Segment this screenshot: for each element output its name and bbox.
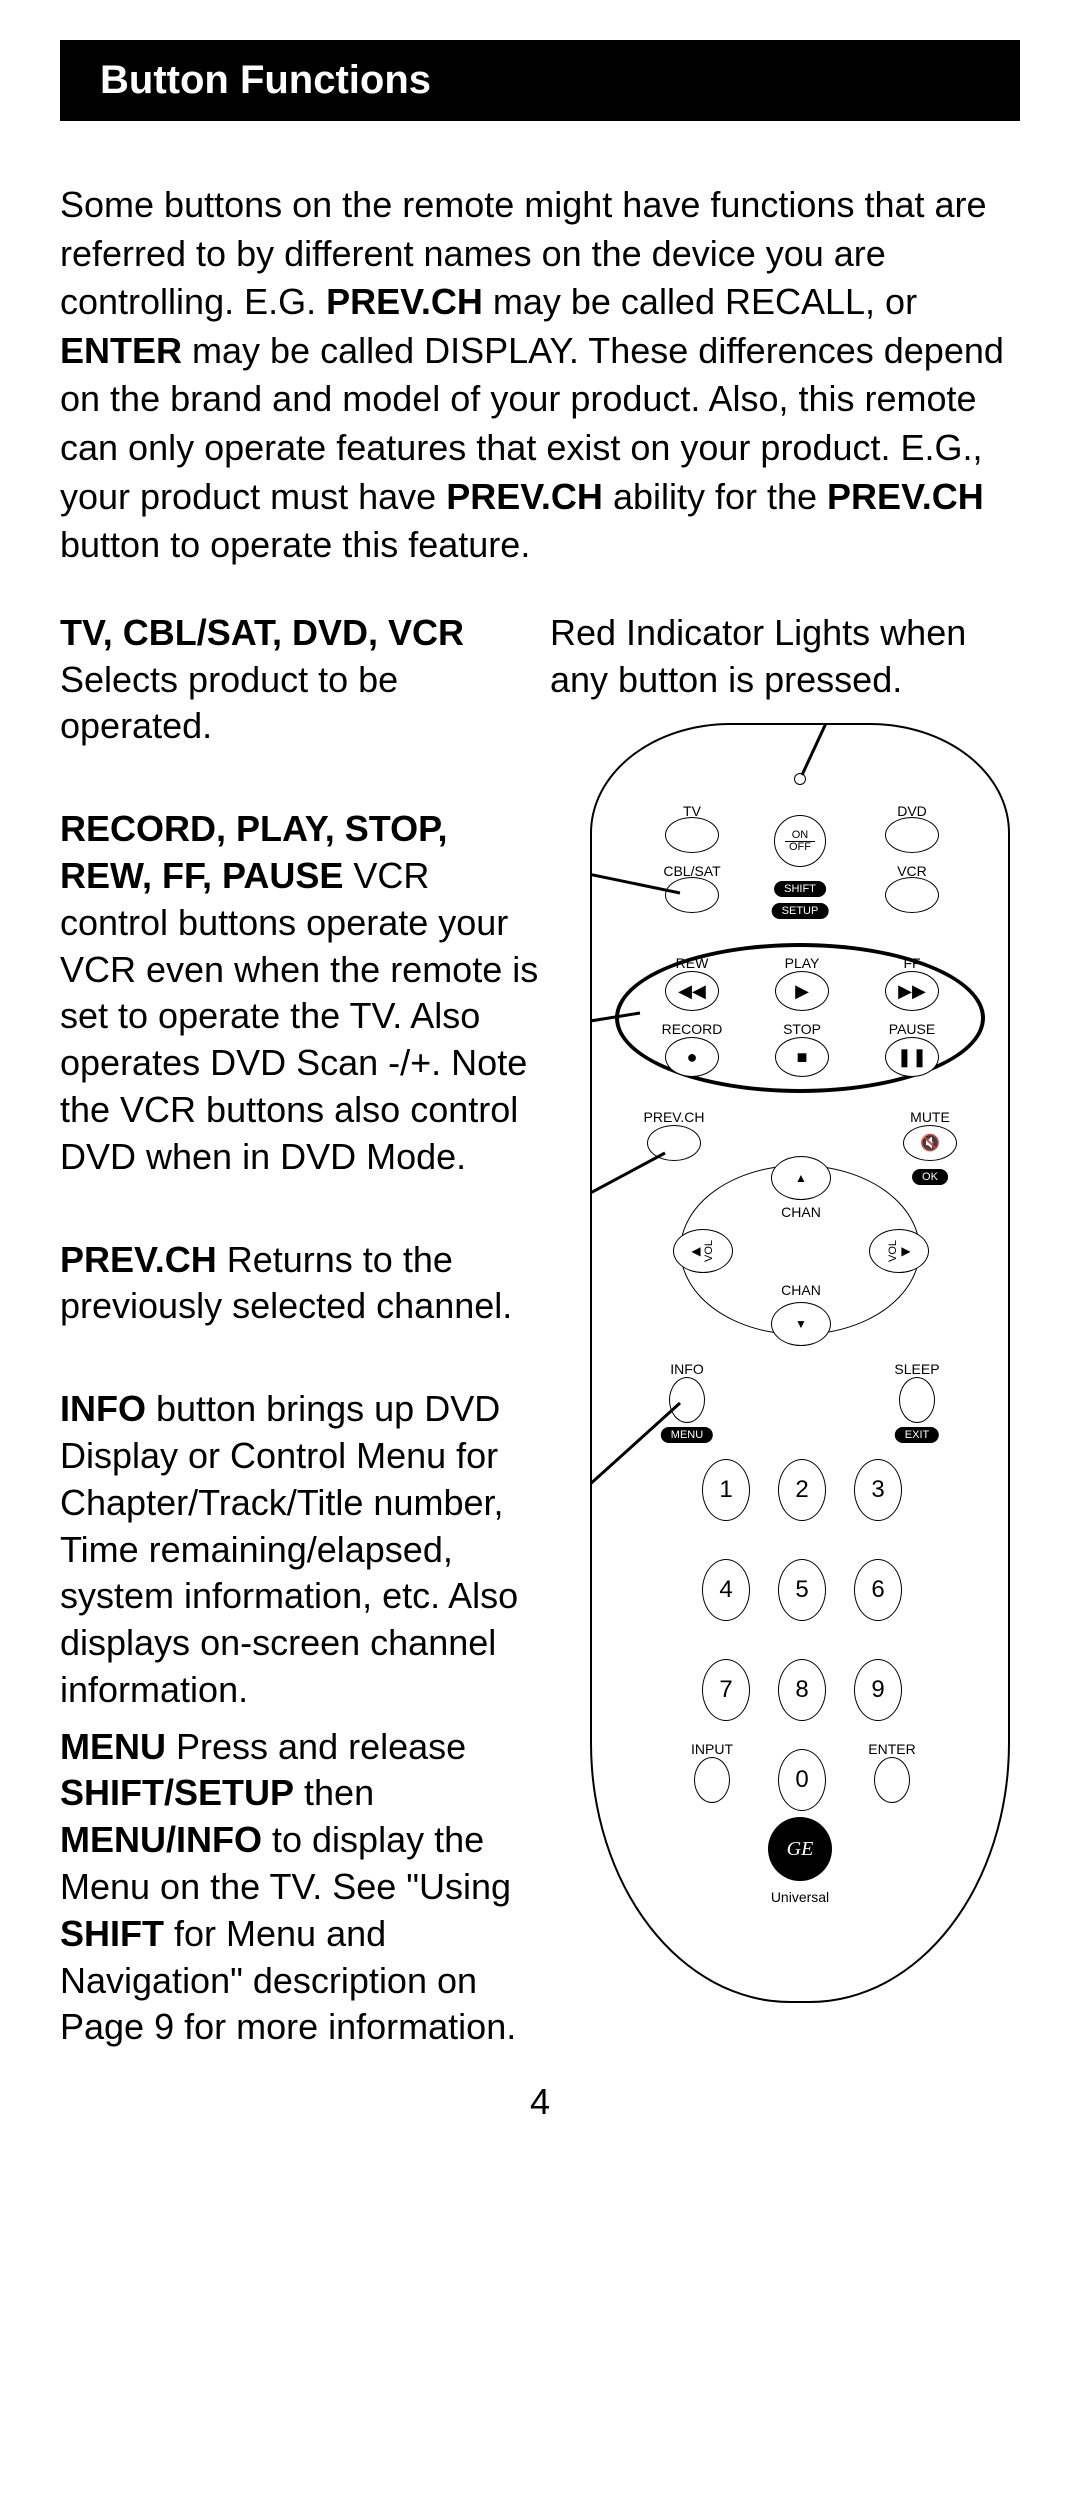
intro-paragraph: Some buttons on the remote might have fu… [60, 181, 1020, 570]
prevch-label: PREV.CH [644, 1109, 705, 1125]
callout-info: INFO button brings up DVD Display or Con… [60, 1386, 540, 1714]
ge-logo: GE [768, 1817, 832, 1881]
sleep-label: SLEEP [894, 1361, 939, 1377]
dvd-button[interactable] [885, 817, 939, 853]
setup-pill[interactable]: SETUP [772, 903, 829, 919]
ok-pill[interactable]: OK [912, 1169, 948, 1185]
rew-label: REW [676, 955, 709, 971]
num-6[interactable]: 6 [854, 1559, 902, 1621]
chan-up-button[interactable]: ▲ [771, 1156, 831, 1200]
callout-transport: RECORD, PLAY, STOP, REW, FF, PAUSE VCR c… [60, 806, 540, 1180]
info-button[interactable] [669, 1377, 705, 1423]
info-label: INFO [670, 1361, 703, 1377]
num-2[interactable]: 2 [778, 1459, 826, 1521]
mute-button[interactable]: 🔇 [903, 1125, 957, 1161]
num-1[interactable]: 1 [702, 1459, 750, 1521]
led-indicator [794, 773, 806, 785]
exit-pill[interactable]: EXIT [895, 1427, 939, 1443]
page-number: 4 [60, 2081, 1020, 2123]
num-8[interactable]: 8 [778, 1659, 826, 1721]
vol-up-button[interactable]: VOL▶ [869, 1229, 929, 1273]
vcr-button[interactable] [885, 877, 939, 913]
num-7[interactable]: 7 [702, 1659, 750, 1721]
record-label: RECORD [662, 1021, 723, 1037]
tv-button[interactable] [665, 817, 719, 853]
vol-down-button[interactable]: ◀VOL [673, 1229, 733, 1273]
ff-label: FF [903, 955, 920, 971]
play-label: PLAY [785, 955, 820, 971]
red-indicator-label: Red Indicator Lights when any button is … [550, 610, 1020, 704]
num-3[interactable]: 3 [854, 1459, 902, 1521]
cblsat-button[interactable] [665, 877, 719, 913]
universal-label: Universal [771, 1889, 829, 1905]
chan-dn-label: CHAN [781, 1282, 821, 1298]
num-9[interactable]: 9 [854, 1659, 902, 1721]
enter-button[interactable] [874, 1757, 910, 1803]
mute-label: MUTE [910, 1109, 950, 1125]
sleep-button[interactable] [899, 1377, 935, 1423]
num-4[interactable]: 4 [702, 1559, 750, 1621]
prevch-button[interactable] [647, 1125, 701, 1161]
dpad: ▲ CHAN ◀VOL VOL▶ CHAN ▼ [680, 1165, 920, 1335]
callout-menu: MENU Press and release SHIFT/SETUP then … [60, 1724, 540, 2052]
chan-up-label: CHAN [781, 1204, 821, 1220]
shift-pill[interactable]: SHIFT [774, 881, 826, 897]
num-0[interactable]: 0 [778, 1749, 826, 1811]
callout-prevch: PREV.CH Returns to the previously select… [60, 1237, 540, 1331]
stop-label: STOP [783, 1021, 821, 1037]
chan-down-button[interactable]: ▼ [771, 1302, 831, 1346]
remote-diagram: TV DVD CBL/SAT VCR ON OFF SHIFT SETUP RE… [590, 723, 1010, 2003]
menu-pill[interactable]: MENU [661, 1427, 713, 1443]
pause-label: PAUSE [889, 1021, 935, 1037]
enter-label: ENTER [868, 1741, 915, 1757]
input-button[interactable] [694, 1757, 730, 1803]
num-5[interactable]: 5 [778, 1559, 826, 1621]
callout-device-select: TV, CBL/SAT, DVD, VCR Selects product to… [60, 610, 540, 750]
section-title: Button Functions [60, 40, 1020, 121]
on-off-button[interactable]: ON OFF [774, 815, 826, 867]
input-label: INPUT [691, 1741, 733, 1757]
